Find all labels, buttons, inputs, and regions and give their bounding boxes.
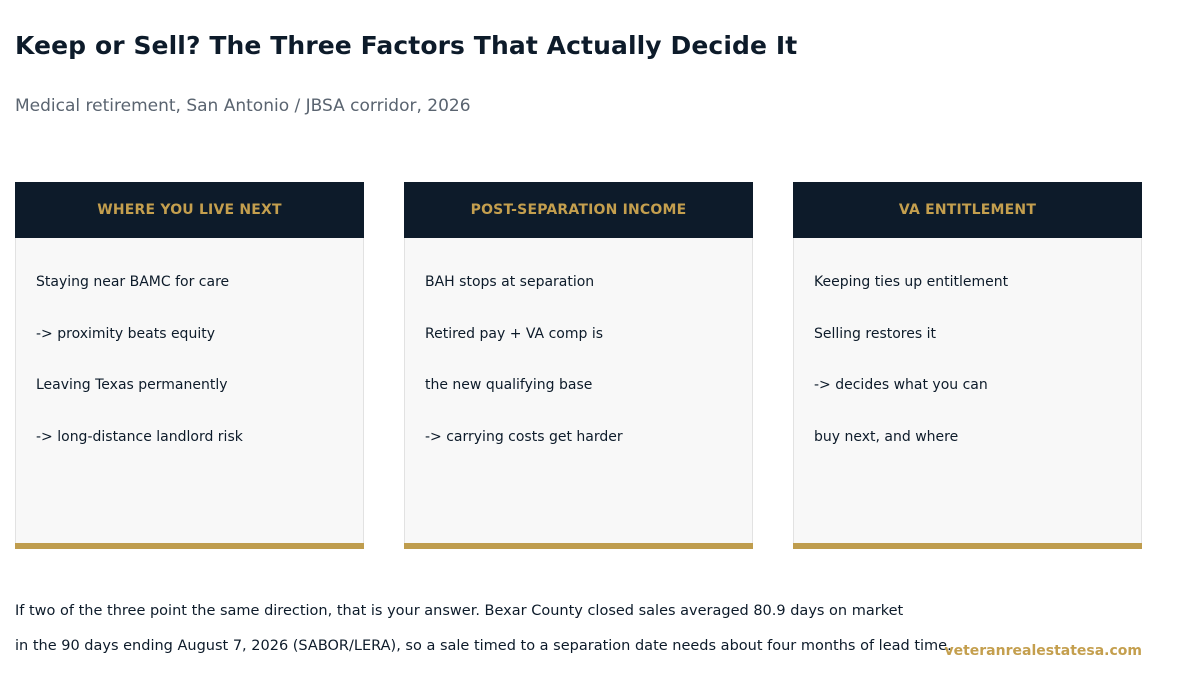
card-va-entitlement: VA ENTITLEMENT Keeping ties up entitleme… bbox=[793, 182, 1142, 549]
card-line: -> carrying costs get harder bbox=[425, 428, 623, 445]
card-accent-bar bbox=[404, 543, 753, 549]
footnote: If two of the three point the same direc… bbox=[15, 594, 952, 664]
card-line: -> long-distance landlord risk bbox=[36, 428, 243, 445]
card-accent-bar bbox=[793, 543, 1142, 549]
card-line: -> proximity beats equity bbox=[36, 325, 215, 342]
card-line: Selling restores it bbox=[814, 325, 936, 342]
card-header: POST-SEPARATION INCOME bbox=[404, 182, 753, 238]
card-line: -> decides what you can bbox=[814, 377, 988, 393]
card-lines: Staying near BAMC for care -> proximity … bbox=[36, 272, 243, 478]
card-line: Retired pay + VA comp is bbox=[425, 325, 604, 342]
factor-cards: WHERE YOU LIVE NEXT Staying near BAMC fo… bbox=[15, 182, 1142, 549]
card-line: BAH stops at separation bbox=[425, 274, 595, 290]
card-line: Staying near BAMC for care bbox=[36, 274, 230, 290]
card-heading: VA ENTITLEMENT bbox=[898, 202, 1037, 218]
card-heading: WHERE YOU LIVE NEXT bbox=[97, 202, 282, 218]
card-where-you-live-next: WHERE YOU LIVE NEXT Staying near BAMC fo… bbox=[15, 182, 364, 549]
footnote-line: If two of the three point the same direc… bbox=[15, 603, 904, 619]
page-title: Keep or Sell? The Three Factors That Act… bbox=[15, 31, 798, 60]
card-line: buy next, and where bbox=[814, 428, 959, 445]
card-accent-bar bbox=[15, 543, 364, 549]
page-subtitle: Medical retirement, San Antonio / JBSA c… bbox=[15, 96, 471, 116]
card-line: the new qualifying base bbox=[425, 377, 593, 393]
card-post-separation-income: POST-SEPARATION INCOME BAH stops at sepa… bbox=[404, 182, 753, 549]
site-url: veteranrealestatesa.com bbox=[944, 643, 1142, 659]
card-header: WHERE YOU LIVE NEXT bbox=[15, 182, 364, 238]
card-heading: POST-SEPARATION INCOME bbox=[470, 202, 687, 218]
card-header: VA ENTITLEMENT bbox=[793, 182, 1142, 238]
card-line: Keeping ties up entitlement bbox=[814, 274, 1009, 290]
card-line: Leaving Texas permanently bbox=[36, 377, 228, 393]
card-lines: Keeping ties up entitlement Selling rest… bbox=[814, 272, 1008, 478]
footnote-line: in the 90 days ending August 7, 2026 (SA… bbox=[15, 638, 952, 654]
card-lines: BAH stops at separation Retired pay + VA… bbox=[425, 272, 623, 478]
